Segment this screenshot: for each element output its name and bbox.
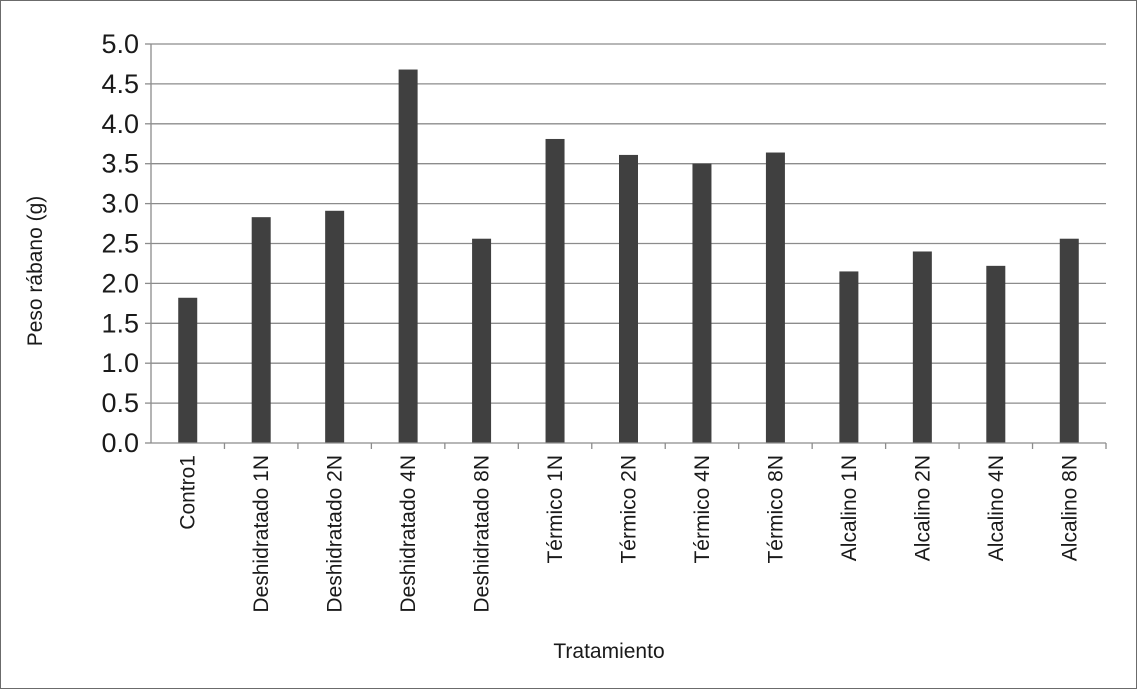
y-tick-label: 4.0 <box>101 109 139 139</box>
bar <box>545 138 565 443</box>
x-tick-labels: Contro1 Deshidratado 1N Deshidratado 2N Des… <box>177 455 1082 613</box>
axes <box>145 43 1107 449</box>
bar <box>178 297 198 443</box>
x-axis-title: Tratamiento <box>553 640 664 663</box>
y-tick-label: 0.5 <box>101 388 139 418</box>
y-tick-label: 3.5 <box>101 149 139 179</box>
y-tick-label: 5.0 <box>101 29 139 59</box>
bar <box>1059 238 1079 443</box>
y-tick-label: 3.0 <box>101 189 139 219</box>
bar <box>251 217 271 443</box>
bar <box>839 271 859 443</box>
x-tick-label: Deshidratado 8N <box>471 455 494 613</box>
bar <box>472 238 492 443</box>
y-tick-label: 1.5 <box>101 308 139 338</box>
x-tick-label: Alcalino 2N <box>911 455 934 561</box>
bar <box>619 154 638 443</box>
y-tick-label: 1.0 <box>101 348 139 378</box>
bar <box>325 210 345 443</box>
y-axis-title: Peso rábano (g) <box>24 196 47 347</box>
x-tick-label: Térmico 8N <box>764 455 787 564</box>
x-tick-label: Deshidratado 1N <box>250 455 273 613</box>
y-tick-label: 2.5 <box>101 229 139 259</box>
x-tick-label: Deshidratado 2N <box>324 455 347 613</box>
bar <box>765 152 785 443</box>
bars <box>178 69 1079 443</box>
bar <box>912 251 932 443</box>
x-tick-label: Térmico 1N <box>544 455 567 564</box>
y-tick-label: 2.0 <box>101 268 139 298</box>
x-tick-label: Alcalino 8N <box>1058 455 1081 561</box>
x-tick-label: Térmico 4N <box>691 455 714 564</box>
bar <box>692 163 712 443</box>
bar <box>986 265 1006 443</box>
y-tick-labels: 0.0 0.5 1.0 1.5 2.0 2.5 3.0 3.5 4.0 4.5 5.0 <box>101 29 139 458</box>
x-tick-label: Térmico 2N <box>618 455 641 564</box>
x-tick-label: Alcalino 4N <box>985 455 1008 561</box>
x-tick-label: Alcalino 1N <box>838 455 861 561</box>
bar <box>398 69 418 443</box>
y-tick-label: 4.5 <box>101 69 139 99</box>
x-tick-label: Contro1 <box>177 455 200 530</box>
y-tick-label: 0.0 <box>101 428 139 458</box>
x-tick-label: Deshidratado 4N <box>397 455 420 613</box>
